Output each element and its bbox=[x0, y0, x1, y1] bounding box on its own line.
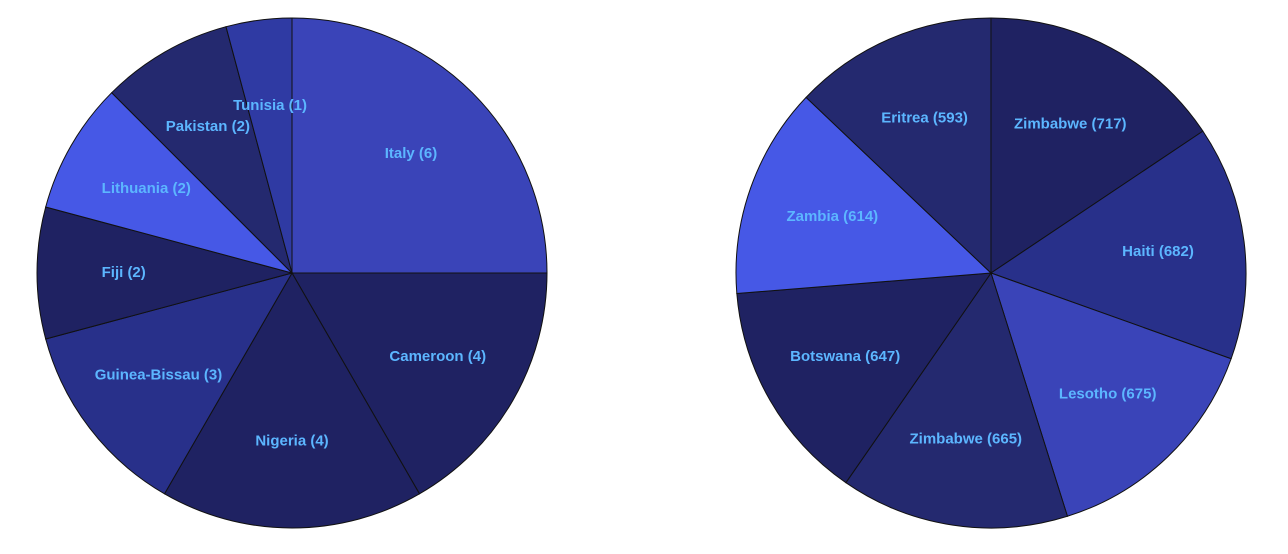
slice-label-haiti-1: Haiti (682) bbox=[1122, 243, 1194, 260]
pie-slice-lesotho-2[interactable] bbox=[990, 272, 1232, 517]
pie-slice-fiji-4[interactable] bbox=[36, 206, 294, 340]
slice-label-nigeria-2: Nigeria (4) bbox=[255, 432, 328, 449]
slice-label-guinea-bissau-3: Guinea-Bissau (3) bbox=[95, 366, 223, 383]
pie-slice-zimbabwe-3[interactable] bbox=[845, 271, 1069, 529]
pie-chart-countries-large: Zimbabwe (717) Haiti (682) Lesotho (675) Zi… bbox=[735, 17, 1247, 529]
slice-label-zambia-5: Zambia (614) bbox=[786, 208, 878, 225]
pie-slice-haiti-1[interactable] bbox=[989, 130, 1247, 360]
pie-slice-zimbabwe-0[interactable] bbox=[990, 17, 1204, 274]
slice-label-pakistan-6: Pakistan (2) bbox=[166, 118, 250, 135]
pie-slice-cameroon-1[interactable] bbox=[291, 272, 548, 495]
pie-slice-eritrea-6[interactable] bbox=[805, 17, 992, 275]
pie-slice-nigeria-2[interactable] bbox=[163, 272, 421, 529]
pie-slice-italy-0[interactable] bbox=[291, 17, 548, 274]
slice-label-zimbabwe-0: Zimbabwe (717) bbox=[1014, 116, 1127, 133]
slice-label-italy-0: Italy (6) bbox=[385, 145, 438, 162]
slice-label-cameroon-1: Cameroon (4) bbox=[389, 348, 486, 365]
pie-chart-countries-small: Italy (6) Cameroon (4) Nigeria (4) Guinea-B… bbox=[36, 17, 548, 529]
slice-label-eritrea-6: Eritrea (593) bbox=[881, 109, 968, 126]
slice-label-botswana-4: Botswana (647) bbox=[790, 348, 900, 365]
pie-slice-lithuania-5[interactable] bbox=[45, 91, 294, 274]
pie-slice-botswana-4[interactable] bbox=[736, 272, 993, 484]
pie-slice-guinea-bissau-3[interactable] bbox=[45, 272, 294, 495]
pie-slice-zambia-5[interactable] bbox=[735, 96, 993, 295]
slice-label-zimbabwe-3: Zimbabwe (665) bbox=[910, 430, 1023, 447]
slice-label-tunisia-7: Tunisia (1) bbox=[233, 97, 307, 114]
slice-label-fiji-4: Fiji (2) bbox=[102, 264, 146, 281]
pie-slice-tunisia-7[interactable] bbox=[225, 17, 293, 274]
slice-label-lesotho-2: Lesotho (675) bbox=[1059, 385, 1157, 402]
slice-label-lithuania-5: Lithuania (2) bbox=[102, 180, 191, 197]
pie-slice-pakistan-6[interactable] bbox=[110, 26, 293, 275]
